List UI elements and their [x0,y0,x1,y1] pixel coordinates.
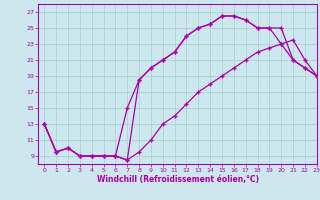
X-axis label: Windchill (Refroidissement éolien,°C): Windchill (Refroidissement éolien,°C) [97,175,259,184]
